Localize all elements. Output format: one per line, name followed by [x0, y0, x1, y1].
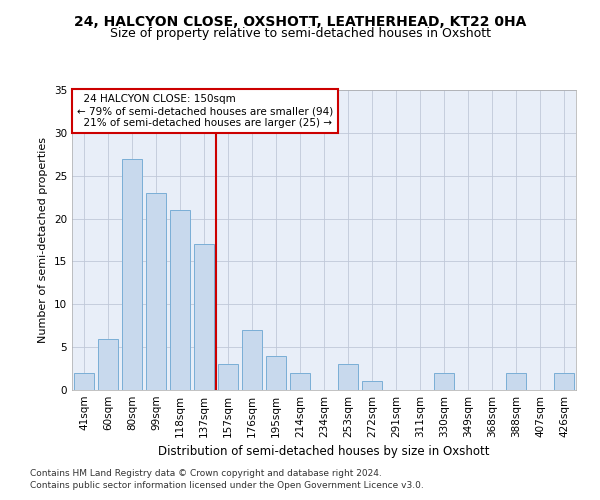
- Bar: [338, 364, 358, 390]
- Bar: [98, 338, 118, 390]
- Y-axis label: Number of semi-detached properties: Number of semi-detached properties: [38, 137, 49, 343]
- Bar: [362, 382, 382, 390]
- Bar: [506, 373, 526, 390]
- Bar: [194, 244, 214, 390]
- Text: Contains HM Land Registry data © Crown copyright and database right 2024.: Contains HM Land Registry data © Crown c…: [30, 468, 382, 477]
- Bar: [554, 373, 574, 390]
- Bar: [146, 193, 166, 390]
- Bar: [122, 158, 142, 390]
- Text: 24, HALCYON CLOSE, OXSHOTT, LEATHERHEAD, KT22 0HA: 24, HALCYON CLOSE, OXSHOTT, LEATHERHEAD,…: [74, 15, 526, 29]
- Bar: [290, 373, 310, 390]
- Bar: [170, 210, 190, 390]
- Bar: [434, 373, 454, 390]
- Bar: [218, 364, 238, 390]
- Text: Contains public sector information licensed under the Open Government Licence v3: Contains public sector information licen…: [30, 481, 424, 490]
- Text: 24 HALCYON CLOSE: 150sqm
← 79% of semi-detached houses are smaller (94)
  21% of: 24 HALCYON CLOSE: 150sqm ← 79% of semi-d…: [77, 94, 333, 128]
- Bar: [266, 356, 286, 390]
- Bar: [74, 373, 94, 390]
- X-axis label: Distribution of semi-detached houses by size in Oxshott: Distribution of semi-detached houses by …: [158, 446, 490, 458]
- Bar: [242, 330, 262, 390]
- Text: Size of property relative to semi-detached houses in Oxshott: Size of property relative to semi-detach…: [110, 28, 491, 40]
